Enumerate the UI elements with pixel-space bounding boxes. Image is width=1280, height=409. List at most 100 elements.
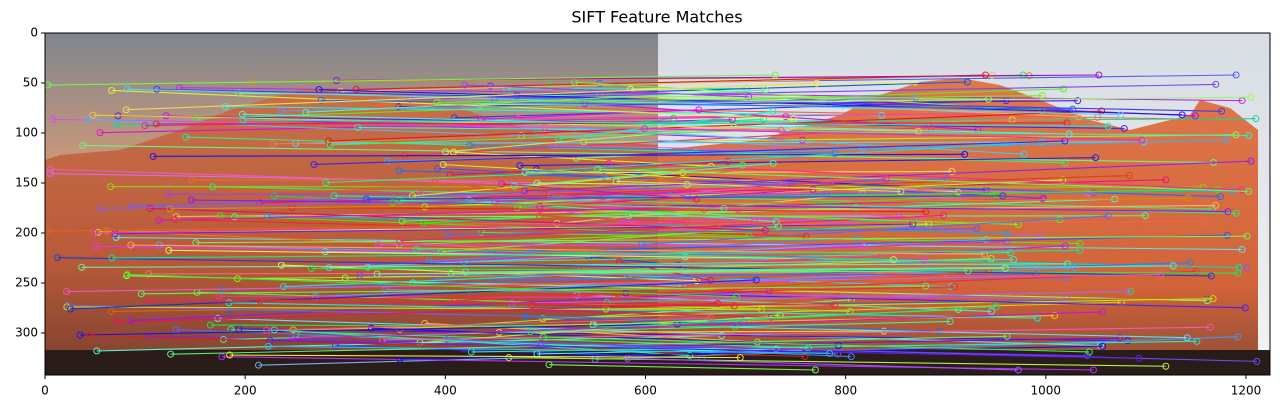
keypoint xyxy=(545,361,553,369)
keypoint xyxy=(277,261,285,269)
keypoint xyxy=(92,242,100,250)
keypoint xyxy=(90,229,98,237)
keypoint xyxy=(108,254,116,262)
keypoint xyxy=(875,253,883,261)
keypoint xyxy=(1061,242,1069,250)
y-tick-label: 100 xyxy=(15,126,38,140)
keypoint xyxy=(96,205,104,213)
match-line xyxy=(359,273,1036,276)
keypoint xyxy=(1003,229,1011,237)
keypoint xyxy=(122,106,130,114)
match-line xyxy=(465,273,840,289)
keypoint xyxy=(1141,212,1149,220)
match-line xyxy=(549,364,816,371)
keypoint xyxy=(127,317,135,325)
keypoint xyxy=(108,86,116,94)
match-line xyxy=(583,134,1236,143)
keypoint xyxy=(218,353,226,361)
keypoint xyxy=(491,198,499,206)
keypoint xyxy=(720,204,728,212)
match-line xyxy=(544,174,1130,195)
keypoint xyxy=(510,182,518,190)
match-line xyxy=(170,335,1008,355)
keypoint xyxy=(1252,115,1260,123)
keypoint xyxy=(1059,85,1067,93)
keypoint xyxy=(256,297,264,305)
keypoint xyxy=(451,297,459,305)
y-tick-label: 300 xyxy=(15,326,38,340)
keypoint xyxy=(1183,334,1191,342)
keypoint xyxy=(364,263,372,271)
keypoint xyxy=(1206,323,1214,331)
keypoint xyxy=(854,234,862,242)
keypoint xyxy=(1014,366,1022,374)
keypoint xyxy=(1083,352,1091,360)
keypoint xyxy=(964,267,972,275)
keypoint xyxy=(948,176,956,184)
keypoint xyxy=(1203,115,1211,123)
keypoint xyxy=(521,313,529,321)
keypoint xyxy=(1104,122,1112,130)
keypoint xyxy=(1238,186,1246,194)
match-line xyxy=(47,74,776,86)
match-line xyxy=(356,74,986,90)
y-tick-label: 0 xyxy=(30,26,38,40)
keypoint xyxy=(1062,274,1070,282)
keypoint xyxy=(255,361,263,369)
keypoint xyxy=(96,129,104,137)
keypoint xyxy=(86,331,94,339)
match-line xyxy=(537,182,688,186)
match-line xyxy=(378,244,864,247)
keypoint xyxy=(317,96,325,104)
keypoint xyxy=(1184,194,1192,202)
keypoint xyxy=(1033,314,1041,322)
keypoint xyxy=(1245,132,1253,140)
keypoint xyxy=(594,165,602,173)
match-line xyxy=(441,225,779,253)
keypoint xyxy=(536,212,544,220)
keypoint xyxy=(922,282,930,290)
keypoint xyxy=(605,159,613,167)
keypoint xyxy=(330,192,338,200)
keypoint xyxy=(356,271,364,279)
keypoint xyxy=(961,150,969,158)
keypoint xyxy=(94,228,102,236)
match-line xyxy=(266,317,711,331)
keypoint xyxy=(1238,246,1246,254)
match-line xyxy=(574,256,880,271)
keypoint xyxy=(89,111,97,119)
keypoint xyxy=(322,179,330,187)
keypoint xyxy=(1104,212,1112,220)
keypoint xyxy=(732,319,740,327)
keypoint xyxy=(341,274,349,282)
keypoint xyxy=(1032,270,1040,278)
keypoint xyxy=(1201,218,1209,226)
match-line xyxy=(328,110,1102,142)
keypoint xyxy=(395,167,403,175)
keypoint xyxy=(398,217,406,225)
keypoint xyxy=(1059,176,1067,184)
keypoint xyxy=(1003,332,1011,340)
x-tick-label: 0 xyxy=(41,384,49,398)
keypoint xyxy=(1216,193,1224,201)
keypoint xyxy=(1076,239,1084,247)
keypoint xyxy=(239,116,247,124)
keypoint xyxy=(954,188,962,196)
keypoint xyxy=(1124,287,1132,295)
x-tick-label: 800 xyxy=(834,384,857,398)
match-line xyxy=(595,336,1238,360)
keypoint xyxy=(769,159,777,167)
keypoint xyxy=(63,303,71,311)
keypoint xyxy=(706,276,714,284)
keypoint xyxy=(761,226,769,234)
keypoint xyxy=(165,190,173,198)
keypoint xyxy=(771,71,779,79)
keypoint xyxy=(798,136,806,144)
match-line xyxy=(57,257,1212,277)
match-line xyxy=(575,127,1024,155)
keypoint xyxy=(1234,269,1242,277)
match-line xyxy=(486,234,1228,253)
keypoint xyxy=(277,107,285,115)
keypoint xyxy=(443,230,451,238)
